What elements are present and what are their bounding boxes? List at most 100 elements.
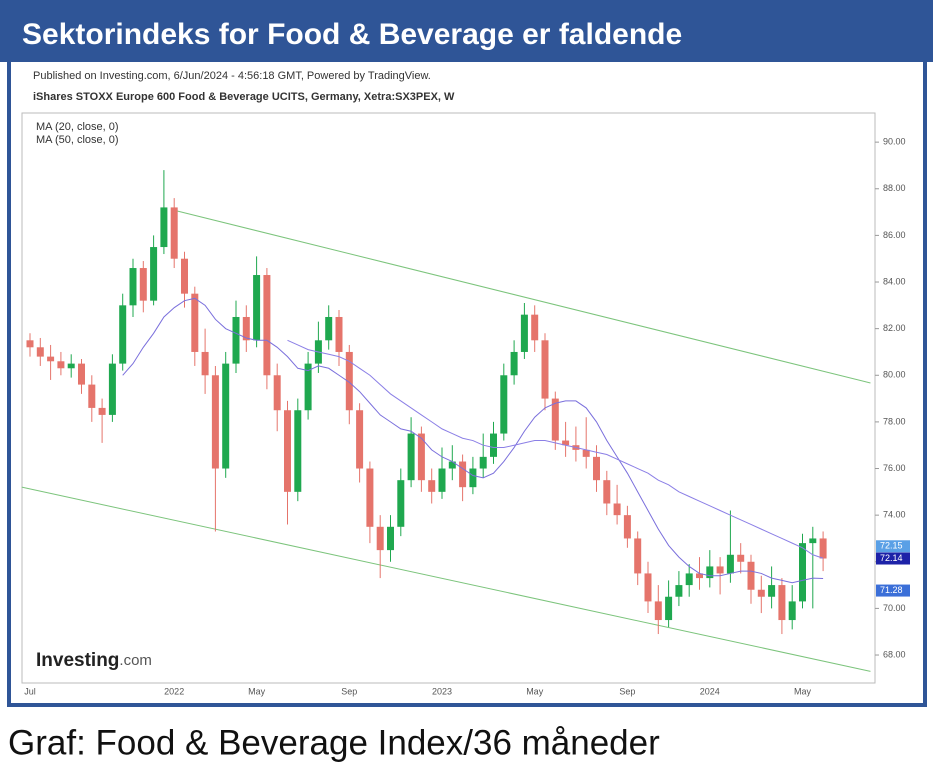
price-tag-label: 72.15 [880, 541, 903, 551]
candle-body [150, 247, 158, 301]
x-tick-label: Sep [619, 686, 635, 696]
y-tick-label: 80.00 [883, 370, 906, 380]
candle-body [654, 601, 662, 621]
candle-body [253, 275, 261, 341]
header-title: Sektorindeks for Food & Beverage er fald… [22, 18, 682, 51]
chart-subtitle: iShares STOXX Europe 600 Food & Beverage… [33, 91, 455, 103]
candle-body [644, 573, 652, 602]
candle-body [376, 526, 384, 551]
candle-body [469, 468, 477, 488]
candle-body [119, 305, 127, 364]
attribution: Published on Investing.com, 6/Jun/2024 -… [33, 70, 431, 82]
x-tick-label: 2023 [432, 686, 452, 696]
candle-body [716, 566, 724, 574]
x-tick-label: May [526, 686, 544, 696]
candle-body [520, 314, 528, 352]
candle-body [778, 585, 786, 621]
candle-body [428, 480, 436, 492]
y-tick-label: 90.00 [883, 137, 906, 147]
candle-body [181, 258, 188, 294]
price-tag-label: 72.14 [880, 553, 903, 563]
y-tick-label: 86.00 [883, 230, 906, 240]
candle-body [696, 573, 703, 579]
candle-body [459, 461, 467, 488]
candle-body [304, 363, 312, 411]
candle-body [191, 293, 199, 352]
candle-body [623, 515, 631, 539]
ma-line [122, 297, 824, 584]
candle-body [335, 316, 343, 352]
x-tick-label: Jul [24, 686, 36, 696]
y-tick-label: 84.00 [883, 276, 906, 286]
candle-body [356, 410, 364, 469]
candle-body [809, 538, 817, 544]
candle-body [685, 573, 693, 586]
candle-body [36, 347, 44, 357]
candle-body [139, 268, 147, 301]
candle-body [613, 503, 621, 516]
y-tick-label: 70.00 [883, 603, 906, 613]
legend-entry: MA (50, close, 0) [36, 134, 119, 146]
candle-body [201, 351, 209, 376]
trendline [172, 209, 871, 384]
candle-body [582, 449, 590, 457]
price-tag [876, 540, 910, 553]
candle-body [562, 440, 570, 446]
candle-body [417, 433, 425, 481]
candle-body [263, 275, 271, 376]
price-tag-label: 71.28 [880, 585, 903, 595]
legend-entry: MA (20, close, 0) [36, 121, 119, 133]
candle-body [788, 601, 796, 621]
x-tick-label: May [248, 686, 266, 696]
candle-body [108, 363, 116, 415]
candle-body [726, 554, 734, 574]
watermark-brand: Investing.com [36, 650, 152, 671]
candle-body [284, 410, 291, 492]
candle-body [551, 398, 559, 441]
candle-body [448, 461, 456, 469]
chart-frame [7, 58, 927, 707]
candle-body [819, 538, 827, 559]
candle-body [490, 433, 497, 457]
watermark-brand: Investing [36, 650, 119, 671]
candle-body [799, 543, 806, 602]
candle-body [541, 340, 549, 399]
ma-line [287, 339, 824, 559]
x-tick-label: Sep [341, 686, 357, 696]
caption: Graf: Food & Beverage Index/36 måneder [8, 723, 660, 762]
watermark-suffix: .com [119, 652, 152, 669]
y-tick-label: 78.00 [883, 416, 906, 426]
candle-body [98, 407, 106, 415]
candle-body [88, 384, 96, 408]
y-tick-label: 88.00 [883, 183, 906, 193]
candle-body [345, 351, 353, 411]
plot-border [21, 112, 876, 684]
candle-body [170, 207, 178, 259]
candle-body [531, 314, 539, 341]
y-tick-label: 76.00 [883, 463, 906, 473]
candle-body [665, 596, 673, 621]
candle-body [603, 480, 611, 504]
x-tick-label: May [794, 686, 812, 696]
header-bar [0, 0, 933, 62]
x-tick-label: 2022 [164, 686, 184, 696]
candle-body [500, 375, 508, 434]
candle-body [325, 316, 333, 341]
candle-body [397, 480, 405, 527]
price-tag [876, 552, 910, 565]
candle-body [634, 538, 642, 574]
candle-body [593, 456, 600, 481]
candle-body [232, 316, 240, 364]
candle-body [222, 363, 230, 469]
x-tick-label: 2024 [700, 686, 720, 696]
candle-body [407, 433, 415, 481]
candle-body [78, 363, 85, 385]
y-tick-label: 82.00 [883, 323, 906, 333]
candle-body [129, 268, 137, 306]
y-tick-label: 68.00 [883, 649, 906, 659]
candle-body [757, 589, 765, 597]
candle-body [675, 585, 683, 597]
candle-body [747, 561, 755, 590]
